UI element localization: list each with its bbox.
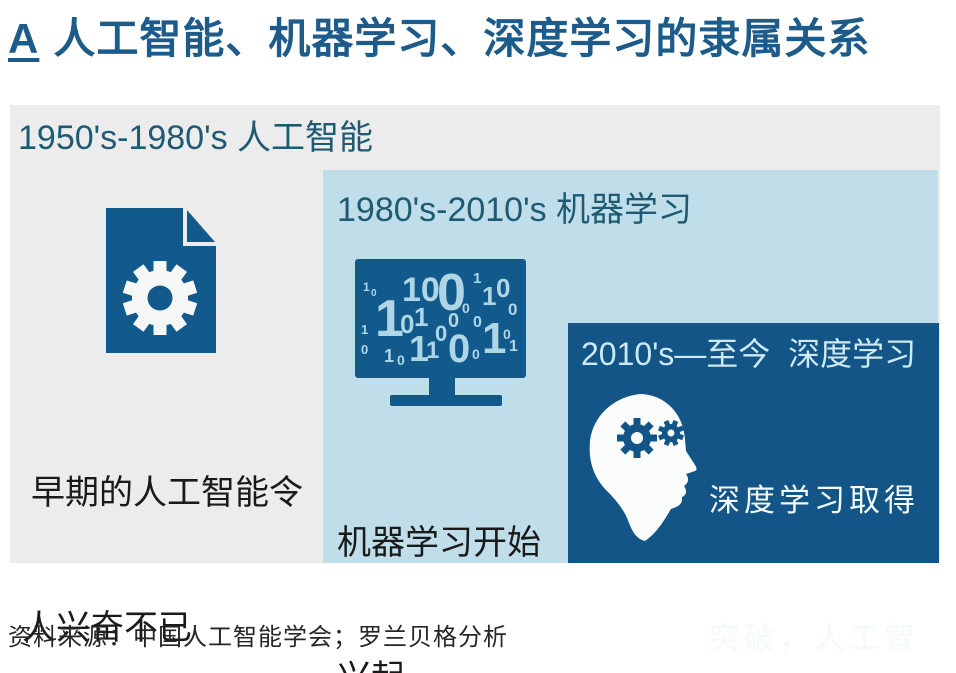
binary-digit: 1 <box>375 290 404 348</box>
binary-digit: 0 <box>397 352 405 368</box>
binary-digit: 1 <box>384 346 395 366</box>
ai-era-label: 1950's-1980's 人工智能 <box>18 119 374 157</box>
ai-caption-line: 人兴奋不已 <box>22 609 192 647</box>
binary-digit: 0 <box>473 314 482 331</box>
binary-digit: 1 <box>361 322 369 337</box>
monitor-stand-base <box>390 395 502 406</box>
binary-digit: 0 <box>437 264 466 322</box>
head-gears-icon <box>589 394 697 541</box>
dl-era-box: 2010's—至今 深度学习 <box>568 323 939 656</box>
binary-digit: 1 <box>363 280 370 294</box>
ml-era-box: 1980's-2010's 机器学习 1 0 1 10 0 1 1 0 0 1 0 0 1 0 0 0 1 0 1 1… <box>323 170 939 673</box>
monitor-screen: 1 0 1 10 0 1 1 0 0 1 0 0 1 0 0 0 1 0 1 1 0 0 0 1 0 1 <box>355 259 526 378</box>
binary-digit: 1 <box>482 281 497 311</box>
binary-digit: 0 <box>508 300 518 319</box>
ai-caption: 早期的人工智能令 人兴奋不已 <box>22 381 303 673</box>
dl-era-label: 2010's—至今 深度学习 <box>581 336 917 372</box>
binary-digit: 1 <box>509 338 518 355</box>
dl-caption-line: 突破，人工智 <box>709 621 919 656</box>
ai-caption-line: 早期的人工智能令 <box>31 474 303 512</box>
dl-caption-line: 深度学习取得 <box>709 483 919 518</box>
binary-digit: 0 <box>400 309 415 339</box>
binary-digit: 1 <box>409 328 430 369</box>
binary-digit: 0 <box>371 288 377 299</box>
binary-digit: 0 <box>496 273 511 303</box>
binary-digit: 0 <box>472 346 480 362</box>
source-note: 资料来源：中国人工智能学会；罗兰贝格分析 <box>8 624 508 651</box>
ai-era-box: 1950's-1980's 人工智能 早期的人工智能令 人兴奋不 <box>10 105 940 673</box>
title-text: 人工智能、机器学习、深度学习的隶属关系 <box>53 15 871 62</box>
binary-digit: 1 <box>426 337 440 364</box>
binary-digit: 1 <box>414 302 429 332</box>
ml-era-label: 1980's-2010's 机器学习 <box>337 191 693 229</box>
page-title: A 人工智能、机器学习、深度学习的隶属关系 <box>8 5 870 66</box>
binary-digit: 0 <box>448 327 471 371</box>
binary-digit: 0 <box>462 300 470 316</box>
document-gear-icon <box>106 208 216 353</box>
ml-caption: 机器学习开始 兴起 <box>337 431 541 673</box>
binary-digit: 0 <box>448 310 460 332</box>
monitor-stand-neck <box>429 377 455 397</box>
binary-digit: 0 <box>435 321 448 346</box>
ml-caption-line: 机器学习开始 <box>337 524 541 562</box>
dl-caption: 深度学习取得 突破，人工智 能蓬勃发展 <box>709 386 919 673</box>
binary-digit: 1 <box>482 314 507 363</box>
binary-digit: 10 <box>402 271 440 309</box>
title-panel-letter: A <box>8 15 40 62</box>
binary-digit: 0 <box>503 326 511 342</box>
binary-digit: 0 <box>361 342 369 357</box>
binary-digit: 1 <box>473 270 482 287</box>
monitor-binary-icon: 1 0 1 10 0 1 1 0 0 1 0 0 1 0 0 0 1 0 1 1 0 0 0 1 0 1 <box>355 259 526 406</box>
ml-caption-line: 兴起 <box>337 656 541 673</box>
